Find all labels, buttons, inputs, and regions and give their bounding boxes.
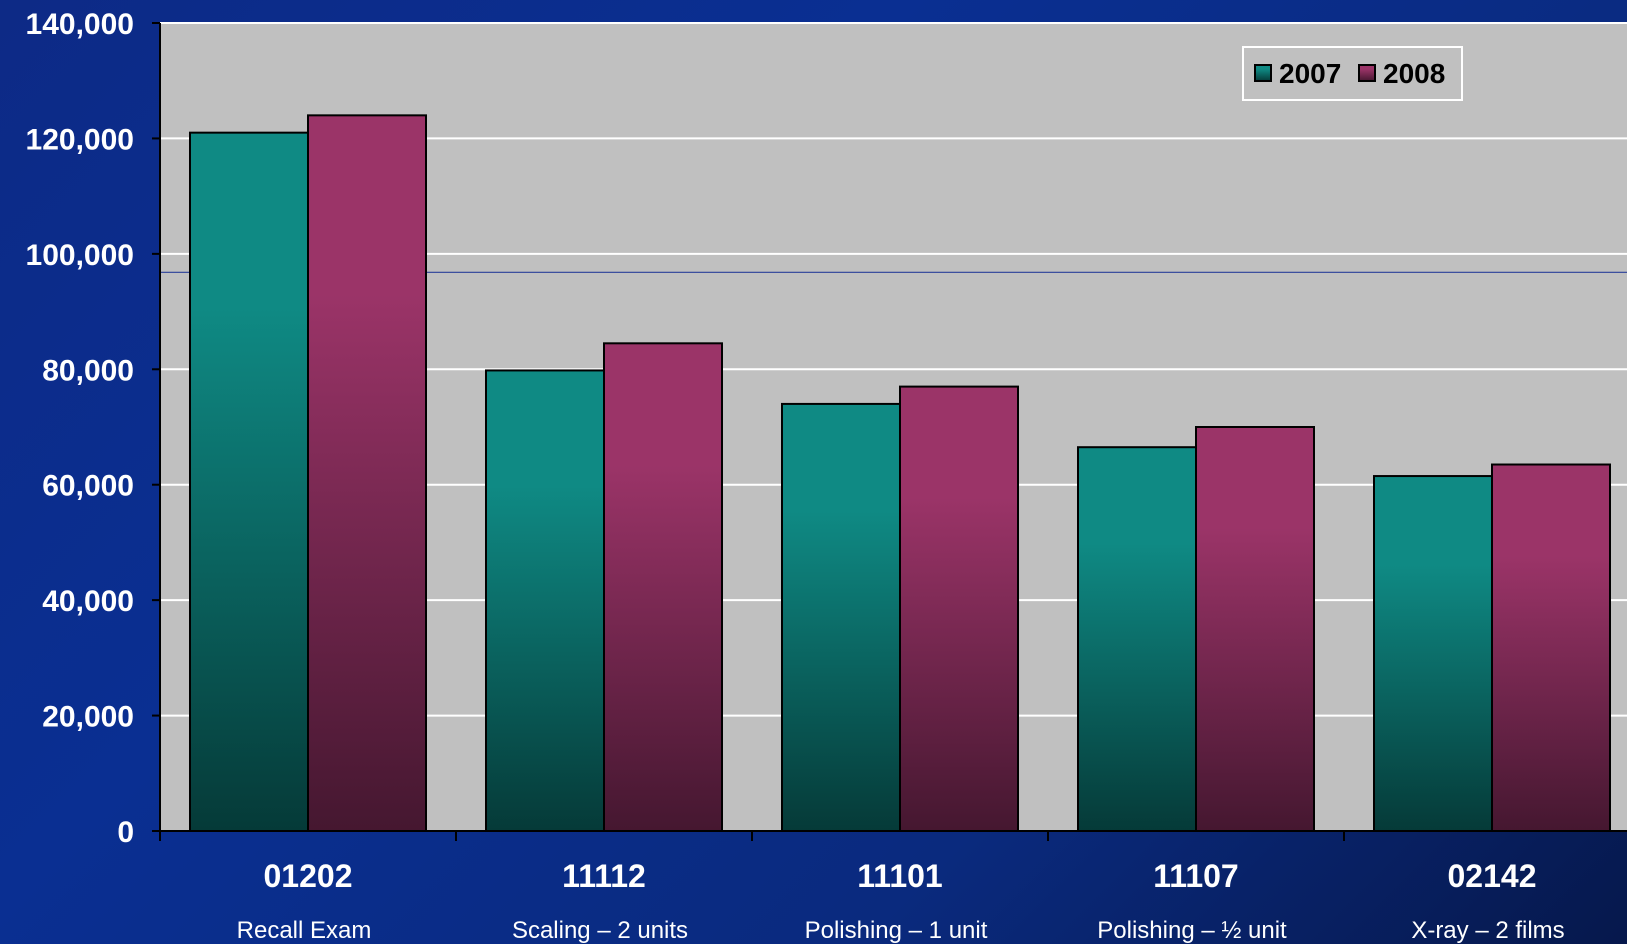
x-category-sublabel: Recall Exam bbox=[237, 917, 372, 944]
y-tick-label: 20,000 bbox=[42, 701, 134, 734]
legend-box bbox=[1242, 46, 1463, 101]
bar-2008-01202 bbox=[307, 114, 427, 833]
bars bbox=[189, 114, 1611, 833]
x-tick-label: 11107 bbox=[1153, 858, 1238, 894]
legend-label-2007: 2007 bbox=[1279, 58, 1341, 89]
legend-label-2008: 2008 bbox=[1383, 58, 1445, 89]
y-tick-label: 0 bbox=[117, 816, 134, 849]
x-category-sublabel: X-ray – 2 films bbox=[1411, 917, 1564, 944]
bar-2008-11107 bbox=[1195, 426, 1315, 832]
x-category-sublabel: Polishing – ½ unit bbox=[1097, 917, 1287, 944]
x-tick-label: 01202 bbox=[264, 858, 353, 894]
bar-2008-11101 bbox=[899, 385, 1019, 832]
legend-swatch-2007 bbox=[1254, 64, 1272, 82]
bar-2007-02142 bbox=[1373, 475, 1493, 832]
x-axis: 01202 Recall Exam 11112 Scaling – 2 units 11… bbox=[159, 830, 1627, 944]
y-tick-label: 140,000 bbox=[26, 8, 134, 41]
legend: 2007 2008 bbox=[1242, 46, 1463, 101]
x-tick-label: 11101 bbox=[857, 858, 942, 894]
bar-2007-11112 bbox=[485, 369, 605, 832]
bar-2007-11101 bbox=[781, 402, 901, 832]
bar-2007-01202 bbox=[189, 131, 309, 832]
y-tick-label: 40,000 bbox=[42, 585, 134, 618]
legend-swatch-2008 bbox=[1358, 64, 1376, 82]
y-tick-label: 100,000 bbox=[26, 239, 134, 272]
x-category-sublabel: Scaling – 2 units bbox=[512, 917, 688, 944]
x-tick-label: 02142 bbox=[1448, 858, 1537, 894]
bar-2008-11112 bbox=[603, 342, 723, 832]
bar-2007-11107 bbox=[1077, 446, 1197, 832]
y-tick-label: 60,000 bbox=[42, 470, 134, 503]
x-category-sublabel: Polishing – 1 unit bbox=[805, 917, 988, 944]
bar-2008-02142 bbox=[1491, 463, 1611, 832]
y-tick-label: 120,000 bbox=[26, 123, 134, 156]
y-tick-label: 80,000 bbox=[42, 354, 134, 387]
x-tick-label: 11112 bbox=[562, 858, 646, 894]
y-axis: 0 20,000 40,000 60,000 80,000 100,000 120,000 1… bbox=[26, 8, 161, 849]
